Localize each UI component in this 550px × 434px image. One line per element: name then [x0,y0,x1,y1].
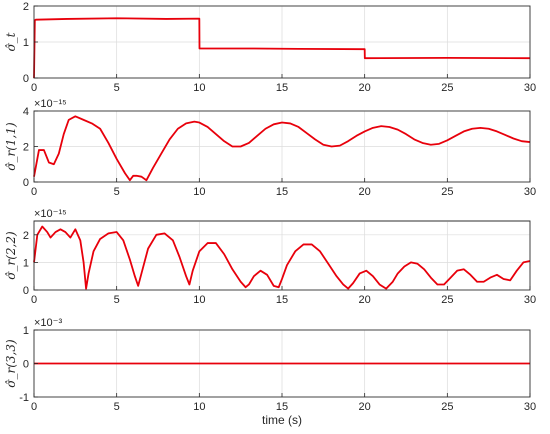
x-tick-label: 20 [359,294,371,306]
y-tick-label: 0 [23,177,29,189]
y-tick-label: 0 [23,73,29,85]
x-tick-label: 5 [114,186,120,198]
x-tick-label: 15 [276,294,288,306]
x-tick-label: 5 [114,82,120,94]
y-tick-label: 1 [23,37,29,49]
x-tick-label: 30 [524,82,536,94]
y-tick-label: 0 [23,359,29,371]
y-axis-label: σ̂_r(3,3) [4,339,18,388]
x-tick-label: 20 [359,401,371,413]
y-tick-label: 4 [23,106,29,118]
x-tick-label: 15 [276,401,288,413]
y-axis-label: σ̂_r(1,1) [4,122,18,171]
x-tick-label: 25 [441,401,453,413]
x-tick-label: 10 [193,82,205,94]
x-tick-label: 15 [276,186,288,198]
y-axis-label: σ̂_t [4,32,18,51]
y-tick-label: 2 [23,1,29,13]
x-tick-label: 10 [193,186,205,198]
subplot-2: 0 5 10 15 20 25 30 0 2 4 ×10⁻¹⁵ σ̂_r(1,1) [4,98,536,198]
x-tick-label: 25 [441,294,453,306]
x-tick-label: 30 [524,186,536,198]
x-tick-label: 30 [524,401,536,413]
subplot-4: 0 5 10 15 20 25 30-101×10⁻³σ̂_r(3,3) [4,317,536,413]
x-tick-label: 25 [441,82,453,94]
subplot-1: 0 5 10 15 20 25 30 0 1 2 σ̂_t [4,1,536,94]
x-tick-label: 10 [193,401,205,413]
y-axis-multiplier: ×10⁻¹⁵ [34,98,67,110]
y-tick-label: 1 [23,257,29,269]
y-tick-label: -1 [19,392,29,404]
y-tick-label: 2 [23,230,29,242]
x-tick-label: 5 [114,401,120,413]
x-tick-label: 15 [276,82,288,94]
x-tick-label: 20 [359,82,371,94]
x-tick-label: 5 [114,294,120,306]
x-tick-label: 10 [193,294,205,306]
subplot-3: 0 5 10 15 20 25 30 0 1 2 ×10⁻¹⁵ σ̂_r(2,2) [4,208,536,306]
x-tick-label: 0 [31,82,37,94]
y-tick-label: 2 [23,142,29,154]
series-line [33,225,531,290]
x-axis-label: time (s) [262,413,302,427]
series-line [33,17,531,79]
x-tick-label: 0 [31,294,37,306]
series-line [33,115,531,182]
y-axis-multiplier: ×10⁻³ [34,317,62,329]
y-axis-multiplier: ×10⁻¹⁵ [34,208,67,220]
x-tick-label: 30 [524,294,536,306]
y-tick-label: 0 [23,285,29,297]
y-tick-label: 1 [23,325,29,337]
x-tick-label: 0 [31,401,37,413]
x-tick-label: 25 [441,186,453,198]
x-tick-label: 0 [31,186,37,198]
y-axis-label: σ̂_r(2,2) [4,231,18,280]
x-tick-label: 20 [359,186,371,198]
